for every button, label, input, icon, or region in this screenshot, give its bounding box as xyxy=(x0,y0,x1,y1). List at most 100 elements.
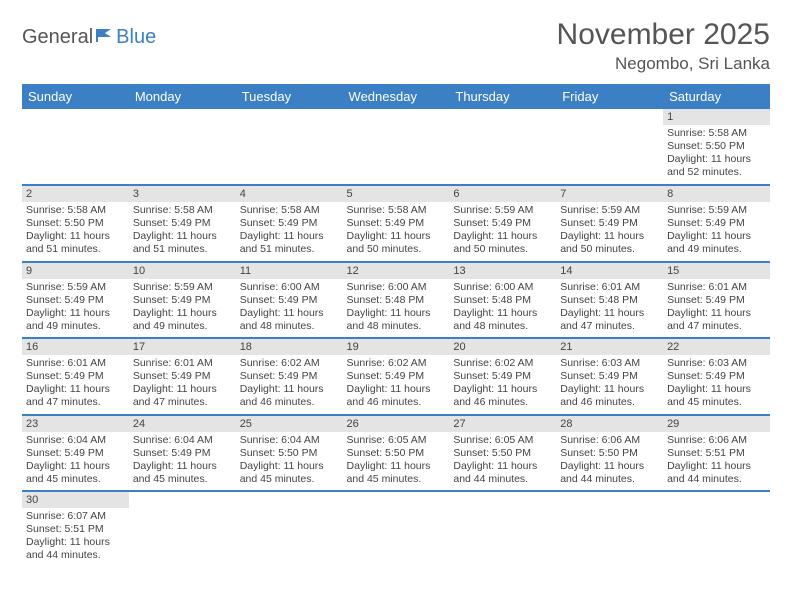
day-body: Sunrise: 6:06 AMSunset: 5:50 PMDaylight:… xyxy=(556,432,663,491)
daylight-text: Daylight: 11 hours and 52 minutes. xyxy=(667,153,766,179)
calendar-cell: 17Sunrise: 6:01 AMSunset: 5:49 PMDayligh… xyxy=(129,338,236,415)
daylight-text: Daylight: 11 hours and 44 minutes. xyxy=(667,460,766,486)
day-number: 24 xyxy=(129,416,236,432)
daylight-text: Daylight: 11 hours and 46 minutes. xyxy=(347,383,446,409)
daylight-text: Daylight: 11 hours and 51 minutes. xyxy=(26,230,125,256)
day-body: Sunrise: 5:59 AMSunset: 5:49 PMDaylight:… xyxy=(556,202,663,261)
daylight-text: Daylight: 11 hours and 48 minutes. xyxy=(240,307,339,333)
calendar-cell: 2Sunrise: 5:58 AMSunset: 5:50 PMDaylight… xyxy=(22,185,129,262)
day-number: 21 xyxy=(556,339,663,355)
sunrise-text: Sunrise: 6:04 AM xyxy=(240,434,339,447)
sunrise-text: Sunrise: 6:02 AM xyxy=(453,357,552,370)
sunrise-text: Sunrise: 6:01 AM xyxy=(667,281,766,294)
daylight-text: Daylight: 11 hours and 48 minutes. xyxy=(453,307,552,333)
daylight-text: Daylight: 11 hours and 45 minutes. xyxy=(26,460,125,486)
sunrise-text: Sunrise: 6:06 AM xyxy=(667,434,766,447)
daylight-text: Daylight: 11 hours and 45 minutes. xyxy=(133,460,232,486)
column-header: Tuesday xyxy=(236,84,343,109)
sunrise-text: Sunrise: 6:00 AM xyxy=(453,281,552,294)
month-title: November 2025 xyxy=(557,18,770,52)
calendar-cell: 13Sunrise: 6:00 AMSunset: 5:48 PMDayligh… xyxy=(449,262,556,339)
daylight-text: Daylight: 11 hours and 44 minutes. xyxy=(560,460,659,486)
day-body: Sunrise: 6:04 AMSunset: 5:49 PMDaylight:… xyxy=(22,432,129,491)
day-number: 5 xyxy=(343,186,450,202)
day-number: 18 xyxy=(236,339,343,355)
day-body: Sunrise: 6:02 AMSunset: 5:49 PMDaylight:… xyxy=(236,355,343,414)
sunrise-text: Sunrise: 5:59 AM xyxy=(133,281,232,294)
day-body: Sunrise: 6:01 AMSunset: 5:49 PMDaylight:… xyxy=(22,355,129,414)
calendar-row: 30Sunrise: 6:07 AMSunset: 5:51 PMDayligh… xyxy=(22,491,770,567)
calendar-cell: 10Sunrise: 5:59 AMSunset: 5:49 PMDayligh… xyxy=(129,262,236,339)
day-number: 6 xyxy=(449,186,556,202)
day-body: Sunrise: 6:05 AMSunset: 5:50 PMDaylight:… xyxy=(449,432,556,491)
day-number: 25 xyxy=(236,416,343,432)
calendar-cell xyxy=(129,491,236,567)
day-body: Sunrise: 6:00 AMSunset: 5:48 PMDaylight:… xyxy=(449,279,556,338)
calendar-cell: 14Sunrise: 6:01 AMSunset: 5:48 PMDayligh… xyxy=(556,262,663,339)
column-header: Wednesday xyxy=(343,84,450,109)
calendar-cell: 26Sunrise: 6:05 AMSunset: 5:50 PMDayligh… xyxy=(343,415,450,492)
calendar-row: 9Sunrise: 5:59 AMSunset: 5:49 PMDaylight… xyxy=(22,262,770,339)
header: General Blue November 2025 Negombo, Sri … xyxy=(22,18,770,74)
sunset-text: Sunset: 5:49 PM xyxy=(240,294,339,307)
daylight-text: Daylight: 11 hours and 47 minutes. xyxy=(560,307,659,333)
calendar-cell: 29Sunrise: 6:06 AMSunset: 5:51 PMDayligh… xyxy=(663,415,770,492)
calendar-cell: 20Sunrise: 6:02 AMSunset: 5:49 PMDayligh… xyxy=(449,338,556,415)
day-body: Sunrise: 5:58 AMSunset: 5:49 PMDaylight:… xyxy=(236,202,343,261)
daylight-text: Daylight: 11 hours and 50 minutes. xyxy=(560,230,659,256)
day-number: 27 xyxy=(449,416,556,432)
sunrise-text: Sunrise: 5:58 AM xyxy=(26,204,125,217)
day-body: Sunrise: 5:59 AMSunset: 5:49 PMDaylight:… xyxy=(449,202,556,261)
day-number: 11 xyxy=(236,263,343,279)
calendar-cell: 1Sunrise: 5:58 AMSunset: 5:50 PMDaylight… xyxy=(663,109,770,185)
day-number: 7 xyxy=(556,186,663,202)
logo-text-general: General xyxy=(22,26,93,49)
day-number: 10 xyxy=(129,263,236,279)
sunset-text: Sunset: 5:49 PM xyxy=(453,370,552,383)
calendar-row: 23Sunrise: 6:04 AMSunset: 5:49 PMDayligh… xyxy=(22,415,770,492)
calendar-cell: 4Sunrise: 5:58 AMSunset: 5:49 PMDaylight… xyxy=(236,185,343,262)
calendar-cell: 12Sunrise: 6:00 AMSunset: 5:48 PMDayligh… xyxy=(343,262,450,339)
daylight-text: Daylight: 11 hours and 50 minutes. xyxy=(453,230,552,256)
sunset-text: Sunset: 5:49 PM xyxy=(667,370,766,383)
calendar-cell: 15Sunrise: 6:01 AMSunset: 5:49 PMDayligh… xyxy=(663,262,770,339)
sunrise-text: Sunrise: 5:58 AM xyxy=(133,204,232,217)
column-header: Sunday xyxy=(22,84,129,109)
sunrise-text: Sunrise: 6:01 AM xyxy=(26,357,125,370)
flag-icon xyxy=(95,27,115,48)
calendar-cell xyxy=(129,109,236,185)
calendar-cell xyxy=(556,109,663,185)
day-body: Sunrise: 5:58 AMSunset: 5:50 PMDaylight:… xyxy=(663,125,770,184)
sunrise-text: Sunrise: 5:58 AM xyxy=(240,204,339,217)
day-body: Sunrise: 6:03 AMSunset: 5:49 PMDaylight:… xyxy=(556,355,663,414)
column-header: Thursday xyxy=(449,84,556,109)
daylight-text: Daylight: 11 hours and 45 minutes. xyxy=(240,460,339,486)
day-body: Sunrise: 6:04 AMSunset: 5:49 PMDaylight:… xyxy=(129,432,236,491)
day-number: 13 xyxy=(449,263,556,279)
day-number: 20 xyxy=(449,339,556,355)
day-body: Sunrise: 6:03 AMSunset: 5:49 PMDaylight:… xyxy=(663,355,770,414)
sunset-text: Sunset: 5:49 PM xyxy=(453,217,552,230)
sunrise-text: Sunrise: 5:58 AM xyxy=(667,127,766,140)
day-body: Sunrise: 6:01 AMSunset: 5:49 PMDaylight:… xyxy=(129,355,236,414)
day-number: 28 xyxy=(556,416,663,432)
calendar-cell: 22Sunrise: 6:03 AMSunset: 5:49 PMDayligh… xyxy=(663,338,770,415)
day-number: 19 xyxy=(343,339,450,355)
sunrise-text: Sunrise: 6:06 AM xyxy=(560,434,659,447)
day-body: Sunrise: 5:58 AMSunset: 5:50 PMDaylight:… xyxy=(22,202,129,261)
sunset-text: Sunset: 5:49 PM xyxy=(560,217,659,230)
calendar-cell xyxy=(236,109,343,185)
daylight-text: Daylight: 11 hours and 50 minutes. xyxy=(347,230,446,256)
sunrise-text: Sunrise: 5:58 AM xyxy=(347,204,446,217)
calendar-row: 16Sunrise: 6:01 AMSunset: 5:49 PMDayligh… xyxy=(22,338,770,415)
sunrise-text: Sunrise: 5:59 AM xyxy=(453,204,552,217)
sunrise-text: Sunrise: 6:03 AM xyxy=(667,357,766,370)
calendar-cell: 18Sunrise: 6:02 AMSunset: 5:49 PMDayligh… xyxy=(236,338,343,415)
day-number: 17 xyxy=(129,339,236,355)
sunset-text: Sunset: 5:49 PM xyxy=(667,294,766,307)
location: Negombo, Sri Lanka xyxy=(557,54,770,74)
column-header: Saturday xyxy=(663,84,770,109)
day-number: 22 xyxy=(663,339,770,355)
day-number: 15 xyxy=(663,263,770,279)
daylight-text: Daylight: 11 hours and 48 minutes. xyxy=(347,307,446,333)
